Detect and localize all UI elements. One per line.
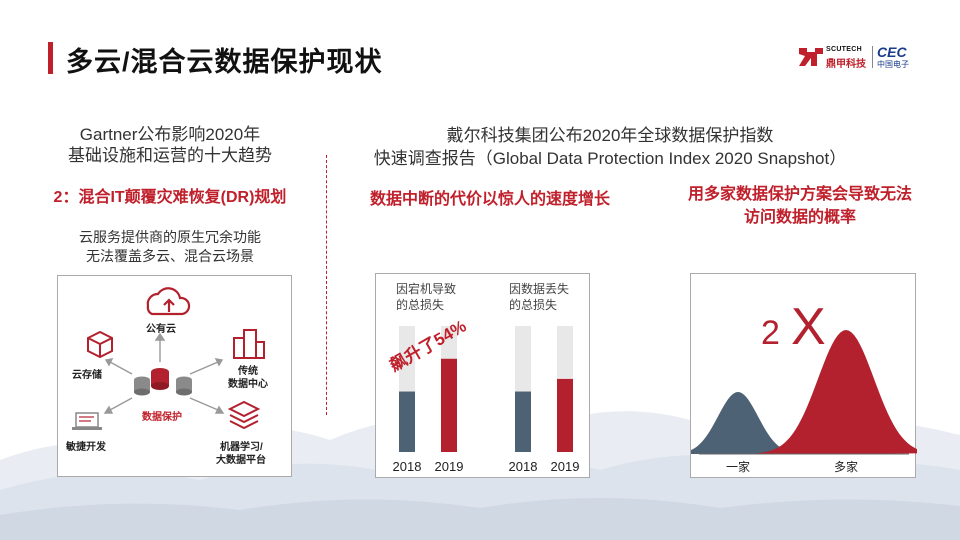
multiplier-number: 2 (761, 314, 780, 352)
group-label-1-line1: 因数据丢失 (509, 281, 569, 296)
title-accent-bar (48, 42, 53, 74)
page-title: 多云/混合云数据保护现状 (66, 47, 383, 77)
logo-scutech-text: SCUTECH (826, 46, 862, 53)
gartner-desc-line2: 无法覆盖多云、混合云场景 (86, 248, 254, 264)
diagram-graphics (72, 287, 265, 430)
curve-1 (756, 330, 917, 454)
gartner-heading-line2: 基础设施和运营的十大趋势 (68, 146, 272, 165)
gartner-heading-line1: Gartner公布影响2020年 (79, 125, 261, 144)
scutech-logo-icon (799, 48, 823, 66)
gartner-desc-line1: 云服务提供商的原生冗余功能 (79, 229, 261, 245)
database-icon (134, 368, 192, 396)
dell-heading-line1: 戴尔科技集团公布2020年全球数据保护指数 (446, 126, 774, 145)
building-icon (233, 329, 265, 359)
gartner-heading: Gartner公布影响2020年 基础设施和运营的十大趋势 (20, 124, 320, 166)
cost-growth-highlight: 数据中断的代价以惊人的速度增长 (369, 191, 610, 208)
company-logo: SCUTECH 鼎甲科技 CEC 中国电子 (797, 44, 917, 70)
logo-cec-text: CEC (877, 44, 907, 60)
multi-vendor-highlight-line1: 用多家数据保护方案会导致无法 (687, 186, 912, 203)
bar-tick-label-1: 2019 (435, 459, 464, 474)
gartner-description: 云服务提供商的原生冗余功能 无法覆盖多云、混合云场景 (20, 228, 320, 266)
logo-dingjia-text: 鼎甲科技 (826, 59, 866, 70)
diagram-label-cloud-storage: 云存储 (72, 370, 102, 381)
bar-0 (399, 391, 415, 452)
logo-cec-subtext: 中国电子 (877, 60, 909, 69)
bar-tick-label-0: 2018 (393, 459, 422, 474)
diagram-label-dc-line1: 传统 (238, 366, 258, 377)
curve-label-1: 多家 (834, 459, 858, 474)
multiplier-curve-chart: 一家 多家 2 X (690, 273, 917, 478)
diagram-label-agile-dev: 敏捷开发 (66, 442, 106, 453)
dell-heading-line2: 快速调查报告（Global Data Protection Index 2020… (373, 149, 847, 168)
curve-label-0: 一家 (726, 459, 750, 474)
bar-annotation: 飙升了54% (387, 316, 470, 375)
laptop-icon (72, 412, 102, 430)
bar-tick-label-3: 2019 (551, 459, 580, 474)
dell-heading: 戴尔科技集团公布2020年全球数据保护指数 快速调查报告（Global Data… (340, 124, 880, 170)
bar-tick-label-2: 2018 (509, 459, 538, 474)
column-divider (326, 155, 327, 415)
bar-3 (557, 378, 573, 452)
group-label-1-line2: 的总损失 (509, 297, 557, 312)
bar-1 (441, 358, 457, 452)
cloud-upload-icon (146, 287, 191, 316)
loss-bar-chart: 2018 2019 2018 2019 因宕机导致 的总损失 因数据丢失 的总损失 飙升了54% (375, 273, 590, 478)
curve-0 (691, 392, 802, 454)
arrows-icon (103, 332, 225, 414)
diagram-label-ml-line1: 机器学习/ (220, 442, 263, 453)
layers-icon (227, 400, 261, 430)
multiplier-x: X (791, 298, 826, 356)
group-label-0-line2: 的总损失 (396, 297, 444, 312)
cube-icon (87, 330, 113, 359)
hybrid-cloud-diagram: 公有云 云存储 传统 数据中心 数据保护 敏捷开发 机器学习/ 大数据平台 (57, 275, 292, 477)
diagram-label-public-cloud: 公有云 (146, 324, 176, 335)
multiplier-curve-svg: 一家 多家 2 X (691, 298, 917, 474)
multi-vendor-highlight: 用多家数据保护方案会导致无法 访问数据的概率 (660, 183, 940, 229)
bar-2 (515, 391, 531, 452)
diagram-label-dc-line2: 数据中心 (228, 379, 268, 390)
logo-separator (872, 46, 873, 68)
gartner-highlight: 2：混合IT颠覆灾难恢复(DR)规划 (53, 189, 287, 206)
diagram-label-ml-line2: 大数据平台 (216, 455, 266, 466)
diagram-label-data-protection: 数据保护 (142, 412, 182, 423)
multi-vendor-highlight-line2: 访问数据的概率 (743, 209, 856, 226)
group-label-0-line1: 因宕机导致 (396, 281, 456, 296)
